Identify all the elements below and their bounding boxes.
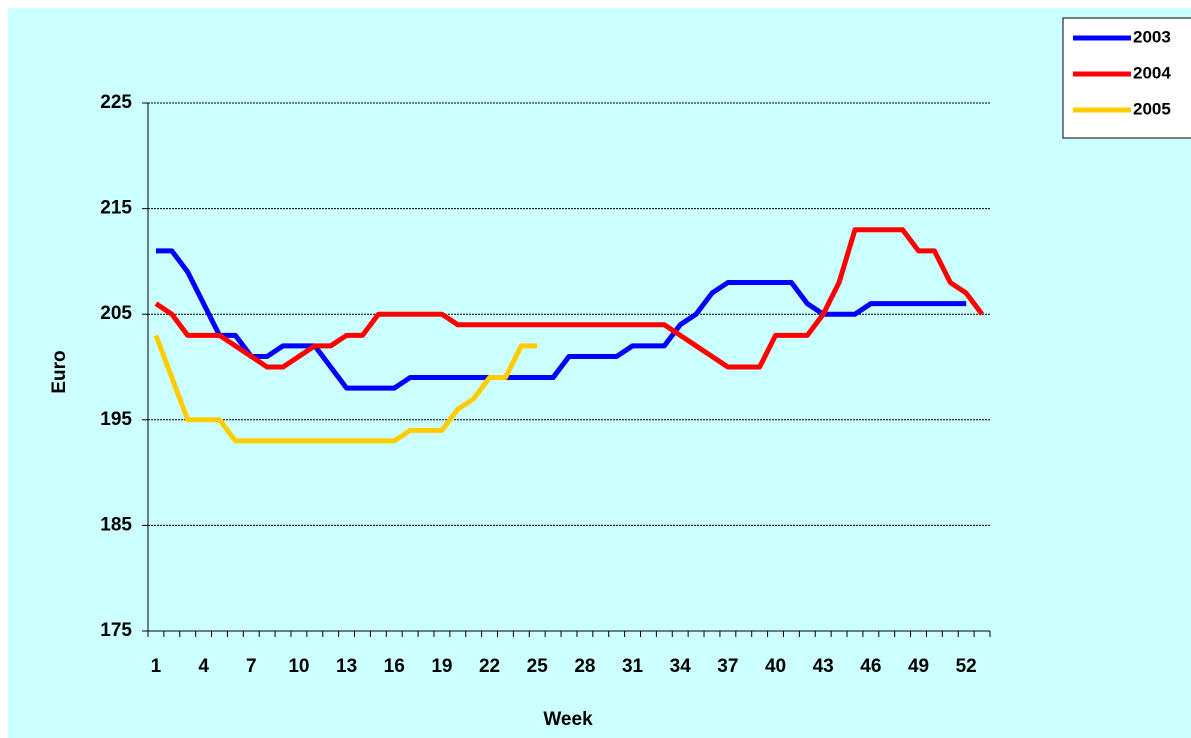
- legend-label: 2003: [1133, 27, 1171, 46]
- x-tick-label: 31: [622, 656, 644, 677]
- x-tick-label: 10: [288, 656, 309, 677]
- legend-label: 2004: [1133, 63, 1171, 82]
- x-tick-label: 52: [956, 656, 977, 677]
- x-tick-label: 22: [479, 656, 500, 677]
- x-tick-label: 16: [384, 656, 405, 677]
- y-axis-title: Euro: [49, 350, 70, 393]
- series-line: [153, 334, 538, 444]
- x-tick-label: 37: [717, 656, 738, 677]
- x-tick-label: 43: [813, 656, 834, 677]
- y-tick-label: 175: [100, 620, 132, 641]
- legend-label: 2005: [1133, 99, 1171, 118]
- y-tick-label: 205: [100, 303, 132, 324]
- x-tick-label: 46: [860, 656, 881, 677]
- x-tick-label: 7: [246, 656, 257, 677]
- x-tick-label: 13: [336, 656, 357, 677]
- x-tick-label: 49: [908, 656, 929, 677]
- x-axis-title: Week: [543, 709, 593, 730]
- series-line: [154, 227, 985, 370]
- y-tick-label: 185: [100, 514, 132, 535]
- x-tick-label: 19: [431, 656, 452, 677]
- y-tick-label: 195: [100, 409, 132, 430]
- series-line: [155, 248, 967, 391]
- x-tick-label: 25: [527, 656, 549, 677]
- chart-background: [8, 8, 1191, 738]
- y-tick-label: 225: [100, 92, 132, 113]
- x-tick-label: 28: [574, 656, 595, 677]
- x-tick-label: 40: [765, 656, 786, 677]
- y-tick-label: 215: [100, 198, 132, 219]
- x-tick-label: 4: [198, 656, 209, 677]
- x-tick-label: 34: [670, 656, 692, 677]
- x-tick-label: 1: [151, 656, 162, 677]
